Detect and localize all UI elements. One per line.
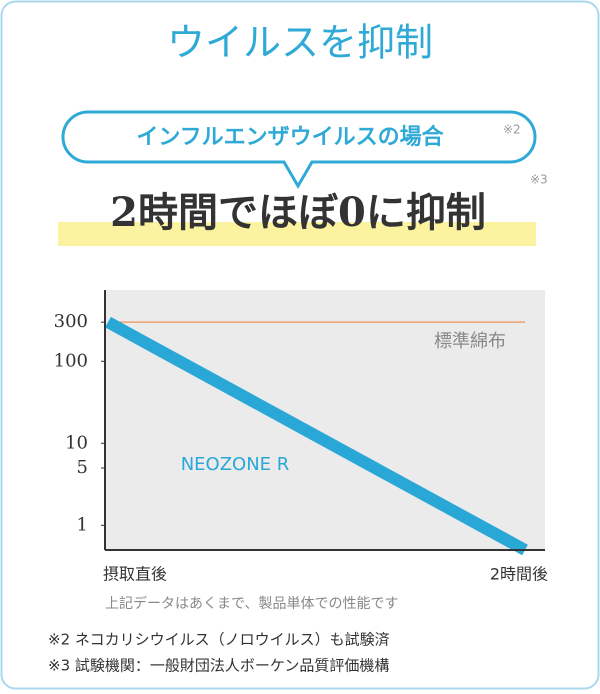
bubble-text: インフルエンザウイルスの場合	[136, 124, 444, 150]
plot-area	[105, 290, 545, 550]
highlight	[58, 222, 536, 246]
footnote: ※3 試験機関：一般財団法人ボーケン品質評価機構	[48, 657, 389, 675]
speech-bubble	[61, 110, 537, 189]
chart-note: 上記データはあくまで、製品単体での性能です	[105, 595, 398, 612]
series-label: NEOZONE R	[181, 454, 290, 475]
series-line	[105, 316, 528, 556]
headline: 2時間でほぼ0に抑制	[110, 189, 486, 236]
footnote: ※2 ネコカリシウイルス（ノロウイルス）も試験済	[48, 631, 390, 649]
series-label: 標準綿布	[434, 331, 506, 352]
y-tick-label: 5	[77, 457, 88, 478]
bubble-note: ※2	[503, 123, 521, 137]
y-tick-label: 300	[54, 311, 88, 332]
x-tick-label: 2時間後	[490, 565, 548, 584]
chart: 1 5 10 100 300 摂取直後 2時間後 標準綿布 NEOZONE R	[54, 290, 548, 584]
y-tick-label: 10	[65, 432, 88, 453]
title: ウイルスを抑制	[167, 21, 433, 65]
y-tick-label: 100	[54, 350, 88, 371]
y-tick-label: 1	[77, 514, 88, 535]
x-tick-label: 摂取直後	[103, 565, 167, 584]
headline-note: ※3	[530, 173, 548, 187]
